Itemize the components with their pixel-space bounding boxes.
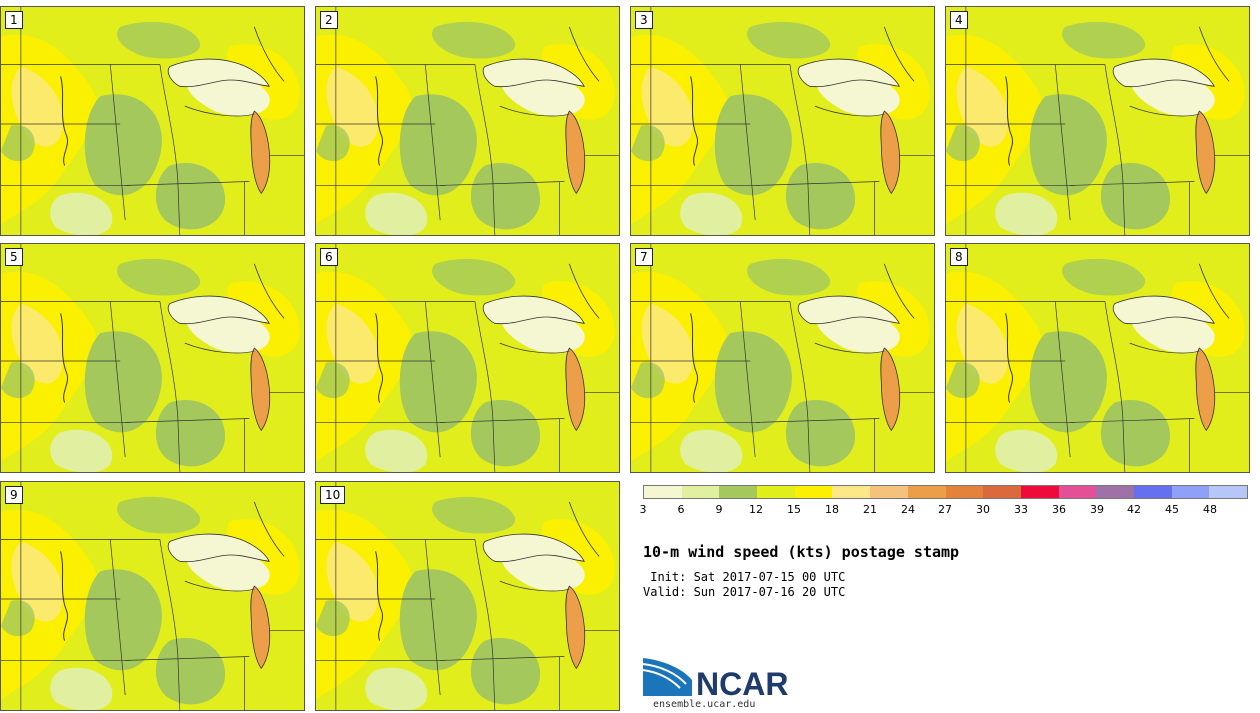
legend-swatch — [644, 486, 682, 498]
legend-swatch — [757, 486, 795, 498]
legend-swatch — [832, 486, 871, 498]
legend-tick: 42 — [1127, 503, 1141, 516]
wind-map-8 — [946, 244, 1249, 472]
wind-map-4 — [946, 7, 1249, 235]
legend-swatch — [983, 486, 1021, 498]
legend-tick: 45 — [1165, 503, 1179, 516]
wind-map-6 — [316, 244, 619, 472]
legend-tick: 33 — [1014, 503, 1028, 516]
stamp-label: 4 — [950, 11, 968, 29]
ncar-logo-text: NCAR — [696, 666, 788, 698]
legend-swatch — [870, 486, 908, 498]
postage-stamp-10[interactable]: 10 — [315, 481, 620, 711]
stamp-label: 3 — [635, 11, 653, 29]
legend-tick: 18 — [825, 503, 839, 516]
legend-tick: 36 — [1052, 503, 1066, 516]
stamp-label: 1 — [5, 11, 23, 29]
postage-stamp-9[interactable]: 9 — [0, 481, 305, 711]
postage-stamp-1[interactable]: 1 — [0, 6, 305, 236]
legend-swatch — [1058, 486, 1097, 498]
wind-map-3 — [631, 7, 934, 235]
ncar-swoosh-icon — [642, 658, 692, 696]
wind-map-1 — [1, 7, 304, 235]
wind-map-2 — [316, 7, 619, 235]
legend-swatch — [1020, 486, 1059, 498]
legend-swatch — [1133, 486, 1172, 498]
postage-stamp-5[interactable]: 5 — [0, 243, 305, 473]
postage-stamp-8[interactable]: 8 — [945, 243, 1250, 473]
postage-stamp-6[interactable]: 6 — [315, 243, 620, 473]
legend-swatch — [945, 486, 984, 498]
postage-stamp-7[interactable]: 7 — [630, 243, 935, 473]
legend-tick: 30 — [976, 503, 990, 516]
legend-tick: 21 — [863, 503, 877, 516]
legend-swatch — [681, 486, 720, 498]
legend-tick: 48 — [1203, 503, 1217, 516]
legend-swatch — [794, 486, 833, 498]
postage-stamp-4[interactable]: 4 — [945, 6, 1250, 236]
postage-stamp-3[interactable]: 3 — [630, 6, 935, 236]
init-time: Init: Sat 2017-07-15 00 UTC — [643, 570, 846, 584]
legend-tick: 3 — [639, 503, 647, 516]
legend-tick: 27 — [938, 503, 952, 516]
legend-tick: 39 — [1090, 503, 1104, 516]
stamp-label: 9 — [5, 486, 23, 504]
product-title: 10-m wind speed (kts) postage stamp — [643, 543, 960, 561]
ncar-logo[interactable]: NCAR — [642, 656, 792, 698]
stamp-label: 8 — [950, 248, 968, 266]
stamp-label: 2 — [320, 11, 338, 29]
valid-time: Valid: Sun 2017-07-16 20 UTC — [643, 585, 846, 599]
legend-tick: 6 — [677, 503, 685, 516]
wind-map-7 — [631, 244, 934, 472]
legend-swatch — [1171, 486, 1210, 498]
legend-tick: 15 — [787, 503, 801, 516]
stamp-label: 10 — [320, 486, 346, 504]
postage-stamp-2[interactable]: 2 — [315, 6, 620, 236]
legend-swatch — [1096, 486, 1134, 498]
site-url[interactable]: ensemble.ucar.edu — [653, 699, 756, 710]
legend-tick: 24 — [901, 503, 915, 516]
color-legend-bar — [643, 485, 1248, 499]
legend-swatch — [1209, 486, 1247, 498]
legend-tick: 9 — [715, 503, 723, 516]
wind-map-5 — [1, 244, 304, 472]
legend-tick: 12 — [749, 503, 763, 516]
stamp-label: 6 — [320, 248, 338, 266]
legend-swatch — [907, 486, 946, 498]
stamp-label: 5 — [5, 248, 23, 266]
wind-map-9 — [1, 482, 304, 710]
stamp-label: 7 — [635, 248, 653, 266]
legend-swatch — [719, 486, 758, 498]
wind-map-10 — [316, 482, 619, 710]
